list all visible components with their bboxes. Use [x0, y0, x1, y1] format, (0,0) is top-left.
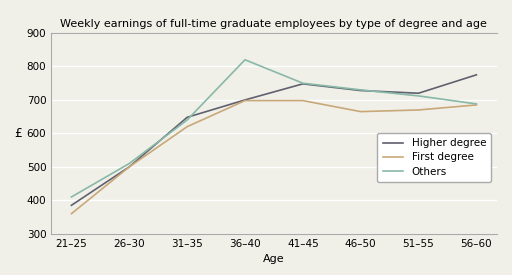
First degree: [242, 99, 248, 102]
Title: Weekly earnings of full-time graduate employees by type of degree and age: Weekly earnings of full-time graduate em…: [60, 20, 487, 29]
First degree: [415, 108, 421, 112]
Y-axis label: £: £: [14, 127, 23, 140]
Higher degree: [69, 204, 75, 207]
Line: Others: Others: [72, 60, 476, 197]
Others: [357, 88, 364, 92]
Others: [242, 58, 248, 61]
Higher degree: [357, 89, 364, 92]
First degree: [357, 110, 364, 113]
Higher degree: [242, 98, 248, 101]
Higher degree: [473, 73, 479, 76]
First degree: [300, 99, 306, 102]
Higher degree: [184, 116, 190, 119]
Higher degree: [126, 165, 133, 169]
First degree: [126, 165, 133, 169]
Higher degree: [300, 82, 306, 86]
Others: [415, 94, 421, 98]
Others: [69, 195, 75, 199]
X-axis label: Age: Age: [263, 254, 285, 264]
Line: Higher degree: Higher degree: [72, 75, 476, 205]
Others: [300, 81, 306, 85]
First degree: [69, 212, 75, 215]
Others: [184, 118, 190, 122]
Others: [473, 102, 479, 106]
First degree: [473, 103, 479, 107]
Legend: Higher degree, First degree, Others: Higher degree, First degree, Others: [377, 133, 492, 182]
Others: [126, 162, 133, 165]
First degree: [184, 125, 190, 128]
Line: First degree: First degree: [72, 101, 476, 214]
Higher degree: [415, 92, 421, 95]
